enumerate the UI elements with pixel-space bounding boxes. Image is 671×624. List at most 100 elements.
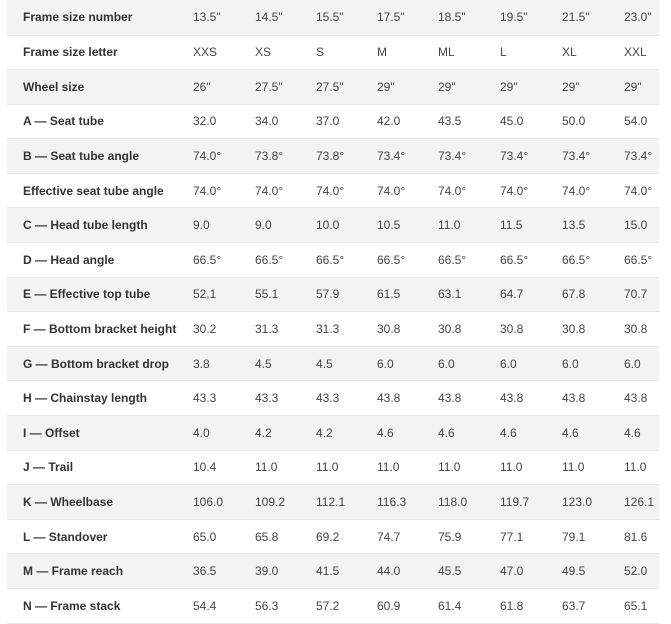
table-cell: 61.4 [438, 588, 500, 624]
table-cell: 4.6 [377, 415, 438, 451]
table-cell: 73.4° [624, 138, 659, 174]
table-cell: 112.1 [316, 484, 377, 520]
table-row: J — Trail 10.4 11.0 11.0 11.0 11.0 11.0 11.0 11.… [7, 450, 659, 486]
table-cell: 43.8 [562, 380, 624, 417]
table-cell: 34.0 [255, 104, 316, 140]
table-row: C — Head tube length 9.0 9.0 10.0 10.5 11.0 11… [7, 207, 659, 244]
table-row: Effective seat tube angle 74.0° 74.0° 74.0°… [7, 173, 659, 209]
table-cell: 43.3 [255, 380, 316, 417]
table-cell: 4.6 [500, 415, 562, 451]
table-cell: 10.0 [316, 207, 377, 244]
table-cell: 81.6 [624, 519, 659, 555]
table-row: Frame size number 13.5" 14.5" 15.5" 17.5" 18.… [7, 0, 659, 36]
table-cell: 77.1 [500, 519, 562, 555]
table-cell: 11.0 [624, 450, 659, 486]
table-cell: 11.0 [438, 450, 500, 486]
table-cell: 6.0 [624, 346, 659, 382]
table-cell: 75.9 [438, 519, 500, 555]
table-cell: 66.5° [562, 242, 624, 278]
table-row: A — Seat tube 32.0 34.0 37.0 42.0 43.5 45.0 50.… [7, 104, 659, 140]
table-cell: 56.3 [255, 588, 316, 624]
table-cell: 65.8 [255, 519, 316, 555]
table-cell: 52.1 [193, 277, 255, 313]
table-row: E — Effective top tube 52.1 55.1 57.9 61.5 63… [7, 277, 659, 313]
table-cell: 47.0 [500, 553, 562, 589]
table-cell: 74.0° [500, 173, 562, 209]
row-label: L — Standover [7, 519, 193, 555]
table-cell: 4.2 [316, 415, 377, 451]
table-cell: 116.3 [377, 484, 438, 520]
table-cell: 74.0° [316, 173, 377, 209]
table-cell: 9.0 [255, 207, 316, 244]
table-cell: 11.0 [438, 207, 500, 244]
table-cell: 30.8 [624, 311, 659, 347]
table-cell: 21.5" [562, 0, 624, 36]
table-cell: 73.4° [377, 138, 438, 174]
table-cell: 11.5 [500, 207, 562, 244]
table-cell: 66.5° [377, 242, 438, 278]
table-cell: 73.4° [500, 138, 562, 174]
table-cell: 4.0 [193, 415, 255, 451]
table-cell: 118.0 [438, 484, 500, 520]
table-cell: 66.5° [316, 242, 377, 278]
table-cell: 43.3 [193, 380, 255, 417]
table-cell: 66.5° [624, 242, 659, 278]
table-cell: 29" [377, 69, 438, 105]
table-cell: 65.1 [624, 588, 659, 624]
table-cell: 57.9 [316, 277, 377, 313]
table-row: B — Seat tube angle 74.0° 73.8° 73.8° 73.4° 7… [7, 138, 659, 174]
table-cell: XXS [193, 35, 255, 71]
row-label: H — Chainstay length [7, 380, 193, 417]
row-label: Effective seat tube angle [7, 173, 193, 209]
table-cell: 55.1 [255, 277, 316, 313]
table-cell: 66.5° [255, 242, 316, 278]
table-cell: 49.5 [562, 553, 624, 589]
table-row: N — Frame stack 54.4 56.3 57.2 60.9 61.4 61.8 6… [7, 588, 659, 624]
table-cell: 29" [624, 69, 659, 105]
table-cell: 54.0 [624, 104, 659, 140]
table-cell: 43.8 [438, 380, 500, 417]
table-cell: 61.8 [500, 588, 562, 624]
table-cell: 74.0° [193, 173, 255, 209]
table-cell: 3.8 [193, 346, 255, 382]
table-cell: 44.0 [377, 553, 438, 589]
table-cell: 14.5" [255, 0, 316, 36]
table-row: F — Bottom bracket height 30.2 31.3 31.3 30.… [7, 311, 659, 347]
row-label: B — Seat tube angle [7, 138, 193, 174]
table-cell: 29" [500, 69, 562, 105]
table-row: G — Bottom bracket drop 3.8 4.5 4.5 6.0 6.0 6.… [7, 346, 659, 382]
table-cell: 74.0° [624, 173, 659, 209]
table-cell: 31.3 [255, 311, 316, 347]
table-row: M — Frame reach 36.5 39.0 41.5 44.0 45.5 47.0 4… [7, 553, 659, 589]
table-cell: 10.5 [377, 207, 438, 244]
row-label: I — Offset [7, 415, 193, 451]
table-cell: 57.2 [316, 588, 377, 624]
table-cell: 4.5 [316, 346, 377, 382]
table-cell: 18.5" [438, 0, 500, 36]
table-cell: 13.5" [193, 0, 255, 36]
table-cell: 74.0° [377, 173, 438, 209]
table-cell: 27.5" [316, 69, 377, 105]
table-cell: 109.2 [255, 484, 316, 520]
table-cell: 15.0 [624, 207, 659, 244]
table-cell: 11.0 [562, 450, 624, 486]
table-cell: 36.5 [193, 553, 255, 589]
table-cell: ML [438, 35, 500, 71]
table-cell: 66.5° [438, 242, 500, 278]
table-cell: 9.0 [193, 207, 255, 244]
row-label: J — Trail [7, 450, 193, 486]
table-cell: 32.0 [193, 104, 255, 140]
table-cell: 45.5 [438, 553, 500, 589]
table-cell: 29" [438, 69, 500, 105]
table-cell: 4.6 [438, 415, 500, 451]
row-label: C — Head tube length [7, 207, 193, 244]
table-cell: 10.4 [193, 450, 255, 486]
table-cell: XXL [624, 35, 659, 71]
table-cell: 11.0 [377, 450, 438, 486]
row-label: N — Frame stack [7, 588, 193, 624]
table-cell: 26" [193, 69, 255, 105]
geometry-table: Frame size number 13.5" 14.5" 15.5" 17.5" 18.… [7, 0, 659, 624]
table-cell: 31.3 [316, 311, 377, 347]
table-cell: 106.0 [193, 484, 255, 520]
table-cell: 43.3 [316, 380, 377, 417]
